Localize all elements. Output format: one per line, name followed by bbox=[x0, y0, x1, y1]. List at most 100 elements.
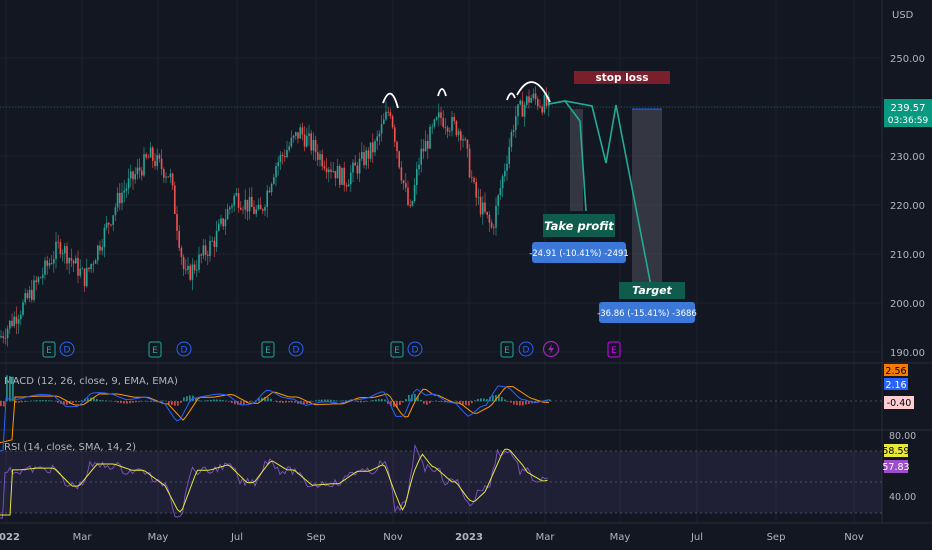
candle-body bbox=[321, 154, 323, 167]
candle-body bbox=[138, 167, 141, 171]
candlestick-series[interactable] bbox=[0, 86, 550, 347]
macd-histogram-bar bbox=[279, 401, 281, 403]
macd-histogram-bar bbox=[174, 401, 176, 406]
head-arc[interactable] bbox=[516, 81, 551, 103]
macd-histogram-bar bbox=[444, 401, 446, 403]
rsi-label[interactable]: RSI (14, close, SMA, 14, 2) bbox=[4, 442, 136, 453]
dividend-icon[interactable] bbox=[407, 341, 423, 357]
shoulder-arc-small[interactable] bbox=[506, 92, 516, 101]
candle-body bbox=[0, 336, 2, 338]
macd-label[interactable]: MACD (12, 26, close, 9, EMA, EMA) bbox=[4, 376, 178, 387]
target-label: Target bbox=[632, 284, 672, 297]
macd-histogram-bar bbox=[399, 401, 401, 405]
macd-histogram-bar bbox=[117, 401, 119, 403]
candle-body bbox=[257, 204, 260, 210]
candle-body bbox=[504, 170, 506, 177]
time-axis-label: 2023 bbox=[455, 532, 483, 543]
candle-body bbox=[266, 190, 268, 208]
take-profit-info-box[interactable] bbox=[532, 242, 626, 263]
macd-histogram-bar bbox=[30, 400, 32, 402]
dividend-icon[interactable] bbox=[59, 341, 75, 357]
candle-body bbox=[442, 118, 444, 127]
macd-histogram-bar bbox=[528, 401, 530, 404]
target-info-box[interactable] bbox=[599, 302, 695, 323]
take-profit-box[interactable] bbox=[543, 214, 615, 237]
lightning-icon[interactable] bbox=[542, 340, 560, 358]
dividend-icon[interactable] bbox=[176, 341, 192, 357]
target-path[interactable] bbox=[548, 100, 652, 287]
candle-body bbox=[31, 289, 33, 300]
earnings-icon[interactable] bbox=[148, 341, 162, 358]
earnings-icon[interactable] bbox=[390, 341, 404, 358]
candle-body bbox=[356, 165, 359, 174]
take-profit-zone[interactable] bbox=[570, 109, 583, 211]
candle-body bbox=[486, 211, 488, 215]
candle-body bbox=[383, 119, 385, 125]
macd-histogram-bar bbox=[297, 401, 299, 404]
time-axis[interactable]: 2022 Mar May Jul Sep Nov 2023 Mar May Jul Sep Nov bbox=[0, 532, 864, 543]
candle-body bbox=[334, 170, 337, 179]
macd-histogram-bar bbox=[261, 397, 263, 402]
candle-body bbox=[301, 127, 304, 135]
macd-histogram-bar bbox=[240, 401, 242, 405]
macd-histogram-bar bbox=[141, 401, 143, 402]
macd-histogram-bar bbox=[264, 397, 266, 402]
candle-body bbox=[473, 177, 475, 183]
candle-body bbox=[532, 93, 535, 99]
candle-body bbox=[191, 264, 194, 280]
candle-body bbox=[86, 267, 88, 287]
shoulder-arc-left[interactable] bbox=[382, 92, 399, 109]
earnings-icon[interactable] bbox=[42, 341, 56, 358]
candle-body bbox=[134, 174, 136, 180]
macd-histogram-bar bbox=[102, 400, 104, 402]
candle-body bbox=[94, 260, 97, 264]
macd-series[interactable] bbox=[0, 375, 551, 452]
macd-histogram-bar bbox=[363, 401, 365, 403]
candle-body bbox=[314, 139, 317, 153]
rsi-series[interactable] bbox=[0, 443, 548, 519]
candle-body bbox=[240, 207, 242, 210]
candle-body bbox=[290, 137, 293, 147]
candle-body bbox=[409, 204, 411, 206]
earnings-icon[interactable] bbox=[500, 341, 514, 358]
earnings-icon[interactable] bbox=[607, 341, 621, 358]
candle-body bbox=[17, 319, 20, 324]
macd-histogram-bar bbox=[438, 401, 440, 402]
stop-loss-box[interactable] bbox=[574, 71, 670, 84]
target-zone[interactable] bbox=[632, 109, 662, 286]
target-box[interactable] bbox=[619, 282, 685, 299]
rsi-ma-line bbox=[0, 448, 548, 516]
candle-body bbox=[517, 104, 519, 117]
macd-histogram-bar bbox=[129, 401, 131, 404]
candle-body bbox=[187, 265, 189, 270]
stop-loss-label: stop loss bbox=[596, 72, 649, 84]
candle-body bbox=[114, 207, 117, 216]
candle-body bbox=[66, 246, 68, 264]
macd-histogram-bar bbox=[36, 400, 38, 402]
candle-body bbox=[90, 263, 92, 270]
candle-body bbox=[358, 158, 361, 174]
macd-histogram-bar bbox=[123, 401, 125, 404]
candle-body bbox=[97, 245, 99, 261]
macd-histogram-bar bbox=[234, 401, 236, 405]
candle-body bbox=[400, 167, 403, 181]
candle-body bbox=[251, 196, 253, 207]
macd-histogram-bar bbox=[384, 399, 386, 402]
macd-histogram-bar bbox=[318, 399, 320, 402]
macd-histogram-bar bbox=[204, 400, 206, 402]
candle-body bbox=[521, 100, 524, 117]
candle-body bbox=[53, 259, 55, 264]
time-axis-label: 2022 bbox=[0, 532, 20, 543]
last-price-tag[interactable] bbox=[884, 99, 932, 127]
shoulder-arc-mid[interactable] bbox=[437, 88, 447, 97]
macd-histogram-bar bbox=[474, 400, 476, 402]
dividend-icon[interactable] bbox=[518, 341, 534, 357]
candle-body bbox=[545, 95, 548, 106]
earnings-icon[interactable] bbox=[261, 341, 275, 358]
candle-body bbox=[189, 265, 191, 280]
candle-body bbox=[178, 230, 180, 248]
dividend-icon[interactable] bbox=[288, 341, 304, 357]
macd-histogram-bar bbox=[81, 400, 83, 402]
